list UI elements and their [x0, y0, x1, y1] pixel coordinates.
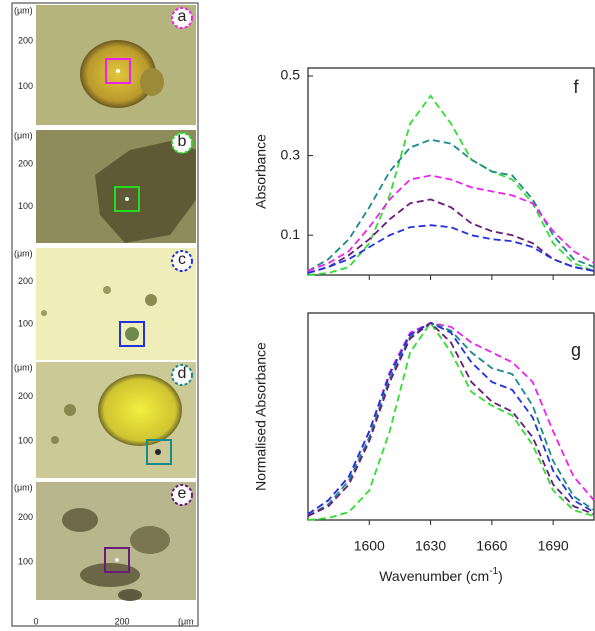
label-circle — [171, 132, 193, 154]
x-axis-label-sup: -1 — [489, 566, 498, 577]
y-tick-label: 200 — [18, 276, 33, 286]
y-tick-label: 100 — [18, 319, 33, 329]
line-series — [307, 321, 595, 515]
x-tick-label: 1690 — [538, 538, 569, 554]
unit-label: (μm) — [14, 248, 33, 258]
label-circle — [171, 364, 193, 386]
x-tick-label: 1660 — [476, 538, 507, 554]
line-series — [307, 198, 595, 274]
micrograph — [36, 248, 196, 360]
x-tick-label: 1630 — [415, 538, 446, 554]
x-tick-label: 1600 — [354, 538, 385, 554]
micrograph — [36, 130, 196, 243]
label-circle — [171, 7, 193, 29]
y-axis-label: Normalised Absorbance — [253, 342, 269, 491]
panel-annotation: f — [573, 77, 579, 97]
y-tick-label: 100 — [18, 557, 33, 567]
micrograph — [36, 5, 196, 125]
y-tick-label: 200 — [18, 158, 33, 168]
panel-label: e — [178, 485, 187, 502]
line-series — [307, 94, 595, 276]
line-series — [307, 321, 595, 517]
label-circle — [171, 484, 193, 506]
line-series — [307, 224, 595, 274]
line-series — [307, 321, 595, 521]
x-tick-label: 200 — [114, 616, 129, 626]
unit-label: (μm) — [14, 362, 33, 372]
line-series — [307, 174, 595, 272]
unit-label: (μm) — [14, 130, 33, 140]
y-tick-label: 100 — [18, 81, 33, 91]
y-tick-label: 0.1 — [281, 226, 301, 242]
y-tick-label: 100 — [18, 435, 33, 445]
x-unit-label: (μm — [178, 616, 194, 626]
y-tick-label: 100 — [18, 201, 33, 211]
plot-frame — [307, 67, 595, 276]
panel-label: b — [178, 133, 187, 150]
plot-frame — [307, 312, 595, 521]
panel-label: d — [178, 365, 187, 382]
y-tick-label: 200 — [18, 35, 33, 45]
micrograph — [36, 482, 196, 601]
x-axis-label: Wavenumber (cm-1) — [379, 566, 503, 584]
y-tick-label: 200 — [18, 391, 33, 401]
line-series — [307, 321, 595, 517]
unit-label: (μm) — [14, 482, 33, 492]
x-axis-label-part: ) — [498, 568, 503, 584]
line-series — [307, 138, 595, 272]
x-axis-label-part: Wavenumber (cm — [379, 568, 489, 584]
panel-annotation: g — [571, 340, 581, 360]
y-tick-label: 0.5 — [281, 67, 301, 83]
y-tick-label: 200 — [18, 512, 33, 522]
label-circle — [171, 250, 193, 272]
panel-label: a — [178, 8, 187, 25]
unit-label: (μm) — [14, 5, 33, 15]
micrograph — [36, 362, 196, 478]
y-axis-label: Absorbance — [253, 134, 269, 209]
panel-label: c — [178, 251, 186, 268]
x-tick-label: 0 — [33, 616, 38, 626]
y-tick-label: 0.3 — [281, 146, 301, 162]
